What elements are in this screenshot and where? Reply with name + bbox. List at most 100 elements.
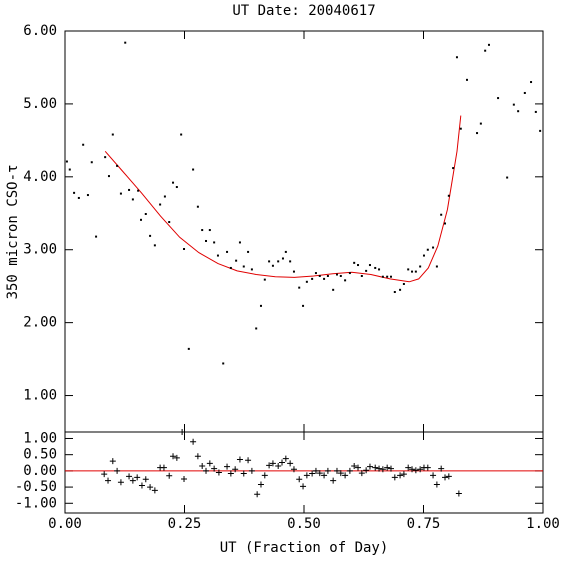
data-point bbox=[111, 133, 114, 136]
data-point bbox=[444, 222, 447, 225]
residual-point bbox=[105, 477, 112, 484]
data-point bbox=[452, 167, 455, 170]
residual-point bbox=[355, 464, 362, 471]
residual-point bbox=[372, 464, 379, 471]
data-point bbox=[201, 229, 204, 232]
data-point bbox=[180, 133, 183, 136]
data-point bbox=[311, 277, 314, 280]
data-point bbox=[360, 274, 363, 277]
data-point bbox=[365, 269, 368, 272]
data-point bbox=[530, 81, 533, 84]
y-axis-label: 350 micron CSO-τ bbox=[5, 165, 21, 300]
data-point bbox=[281, 257, 284, 260]
residual-point bbox=[430, 472, 437, 479]
residual-point bbox=[160, 464, 167, 471]
data-point bbox=[247, 250, 250, 253]
data-point bbox=[116, 164, 119, 167]
residual-point bbox=[376, 465, 383, 472]
data-point bbox=[168, 221, 171, 224]
residual-point bbox=[203, 467, 210, 474]
data-point bbox=[205, 239, 208, 242]
y-tick-label: 0.50 bbox=[23, 447, 57, 463]
data-point bbox=[539, 129, 542, 132]
data-point bbox=[259, 304, 262, 307]
data-point bbox=[187, 347, 190, 350]
residual-point bbox=[211, 465, 218, 472]
data-point bbox=[512, 103, 515, 106]
residual-point bbox=[309, 470, 316, 477]
data-point bbox=[196, 205, 199, 208]
residual-point bbox=[166, 472, 173, 479]
data-point bbox=[440, 213, 443, 216]
residual-point bbox=[114, 467, 121, 474]
residual-point bbox=[101, 471, 108, 478]
data-point bbox=[368, 264, 371, 267]
residual-point bbox=[126, 473, 133, 480]
y-tick-label: 3.00 bbox=[23, 242, 57, 258]
residual-point bbox=[290, 466, 297, 473]
data-point bbox=[479, 122, 482, 125]
data-point bbox=[414, 270, 417, 273]
data-point bbox=[137, 189, 140, 192]
x-tick-label: 0.75 bbox=[407, 516, 441, 532]
residual-point bbox=[138, 482, 145, 489]
residual-point bbox=[358, 470, 365, 477]
residual-point bbox=[199, 463, 206, 470]
data-point bbox=[305, 280, 308, 283]
data-point bbox=[68, 168, 71, 171]
data-point bbox=[476, 132, 479, 135]
residual-point bbox=[282, 455, 289, 462]
data-point bbox=[175, 186, 178, 189]
residual-point bbox=[363, 467, 370, 474]
residual-point bbox=[346, 467, 353, 474]
data-point bbox=[318, 274, 321, 277]
data-point bbox=[422, 254, 425, 257]
residual-point bbox=[269, 460, 276, 467]
data-point bbox=[298, 286, 301, 289]
residual-point bbox=[248, 467, 255, 474]
y-tick-label: 1.00 bbox=[23, 430, 57, 446]
x-tick-label: 1.00 bbox=[526, 516, 560, 532]
residual-point bbox=[206, 460, 213, 467]
data-point bbox=[82, 143, 85, 146]
residual-point bbox=[109, 458, 116, 465]
data-point bbox=[344, 279, 347, 282]
residual-point bbox=[442, 474, 449, 481]
data-point bbox=[326, 274, 329, 277]
data-point bbox=[140, 218, 143, 221]
y-tick-label: -1.00 bbox=[15, 495, 57, 511]
data-point bbox=[497, 97, 500, 100]
data-point bbox=[222, 362, 225, 365]
data-point bbox=[128, 188, 131, 191]
residual-point bbox=[181, 475, 188, 482]
residual-point bbox=[194, 453, 201, 460]
residual-point bbox=[400, 471, 407, 478]
data-point bbox=[484, 49, 487, 52]
data-point bbox=[381, 275, 384, 278]
data-point bbox=[163, 195, 166, 198]
data-point bbox=[144, 213, 147, 216]
data-point bbox=[374, 266, 377, 269]
data-point bbox=[216, 254, 219, 257]
data-point bbox=[314, 272, 317, 275]
data-point bbox=[465, 78, 468, 81]
residual-point bbox=[342, 472, 349, 479]
data-point bbox=[302, 304, 305, 307]
x-tick-label: 0.25 bbox=[168, 516, 202, 532]
data-point bbox=[447, 194, 450, 197]
residual-point bbox=[129, 477, 136, 484]
data-point bbox=[208, 229, 211, 232]
y-tick-label: -0.50 bbox=[15, 479, 57, 495]
data-point bbox=[487, 43, 490, 46]
data-point bbox=[271, 264, 274, 267]
x-tick-label: 0.50 bbox=[287, 516, 321, 532]
residual-point bbox=[424, 464, 431, 471]
residual-point bbox=[303, 472, 310, 479]
top-frame bbox=[64, 30, 544, 433]
data-point bbox=[242, 265, 245, 268]
fit-line bbox=[104, 115, 462, 283]
residual-point bbox=[173, 454, 180, 461]
data-point bbox=[459, 127, 462, 130]
y-tick-label: 0.00 bbox=[23, 463, 57, 479]
